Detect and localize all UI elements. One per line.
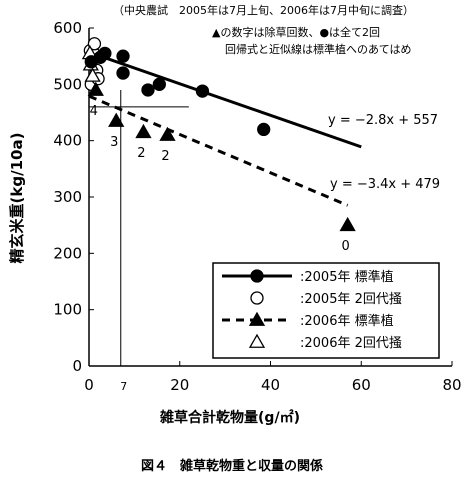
legend-entries: :2005年 標準植 :2005年 2回代掻 :2006年 標準植 :2006年 2回… <box>222 269 402 351</box>
y-tick-label: 500 <box>53 75 82 93</box>
regression-equation-1: y = −2.8x + 557 <box>328 113 438 128</box>
y-tick-label: 200 <box>53 244 82 262</box>
fit-lines <box>88 50 362 207</box>
x-tick-label: 60 <box>352 376 371 394</box>
legend: :2005年 標準植 :2005年 2回代掻 :2006年 標準植 :2006年 2回… <box>212 262 440 359</box>
data-point-series-4 <box>84 67 101 82</box>
data-point-series-2 <box>87 37 102 51</box>
annotation-line-1: ▲の数字は除草回数、●は全て2回 <box>212 25 380 39</box>
legend-box <box>212 262 440 359</box>
reference-lines <box>89 89 189 366</box>
x-tick-label: 0 <box>84 376 94 394</box>
data-point-series-1 <box>257 122 271 137</box>
data-point-series-3 <box>339 216 356 232</box>
annotation-line-2: 回帰式と近似線は標準植へのあてはめ <box>225 42 412 56</box>
data-point-series-3 <box>87 81 104 96</box>
legend-label-3: :2006年 標準植 <box>300 313 394 329</box>
y-tick-label: 300 <box>53 188 82 206</box>
chart-note: （中央農試 2005年は7月上旬、2006年は7月中旬に調査） <box>113 3 414 17</box>
data-point-series-1 <box>141 83 155 97</box>
x-tick-label: 80 <box>442 376 461 394</box>
data-point-series-3 <box>135 123 152 139</box>
legend-marker-4 <box>248 333 266 348</box>
data-point-series-3 <box>159 126 176 141</box>
legend-marker-2 <box>250 291 264 305</box>
x-tick-label: 40 <box>261 376 280 394</box>
weeding-count-label: 2 <box>161 149 169 164</box>
legend-marker-1 <box>250 269 264 283</box>
weeding-count-label: 0 <box>341 239 349 254</box>
legend-label-1: :2005年 標準植 <box>300 269 394 285</box>
data-point-series-1 <box>98 46 112 60</box>
legend-label-2: :2005年 2回代掻 <box>300 292 402 307</box>
point-labels: 4 3 2 2 0 <box>90 104 350 254</box>
data-point-series-1 <box>116 49 130 63</box>
x-tick-label: 20 <box>170 376 189 394</box>
equations: y = −2.8x + 557 y = −3.4x + 479 <box>328 113 440 192</box>
data-point-series-1 <box>152 77 166 91</box>
data-point-series-1 <box>195 84 210 98</box>
fit-line-3 <box>88 94 349 207</box>
y-tick-label: 600 <box>53 19 82 37</box>
y-tick-label: 100 <box>53 301 82 319</box>
fit-line-1 <box>88 50 362 149</box>
data-points <box>81 37 356 232</box>
weeding-count-label: 2 <box>137 146 145 161</box>
y-tick-label: 400 <box>53 132 82 150</box>
legend-marker-3 <box>248 311 266 326</box>
legend-label-4: :2006年 2回代掻 <box>300 336 402 351</box>
data-point-series-3 <box>108 112 125 127</box>
data-point-series-1 <box>116 66 130 80</box>
reference-x-label: 7 <box>120 380 127 393</box>
regression-equation-2: y = −3.4x + 479 <box>330 177 440 192</box>
y-axis-title: 精玄米重(kg/10a) <box>8 133 26 264</box>
y-tick-label: 0 <box>72 357 82 375</box>
weeding-count-label: 3 <box>110 135 118 150</box>
x-axis-title: 雑草合計乾物量(g/㎡) <box>159 409 300 426</box>
weeding-count-label: 4 <box>90 104 98 119</box>
figure-caption: 図４ 雑草乾物重と収量の関係 <box>141 458 323 474</box>
